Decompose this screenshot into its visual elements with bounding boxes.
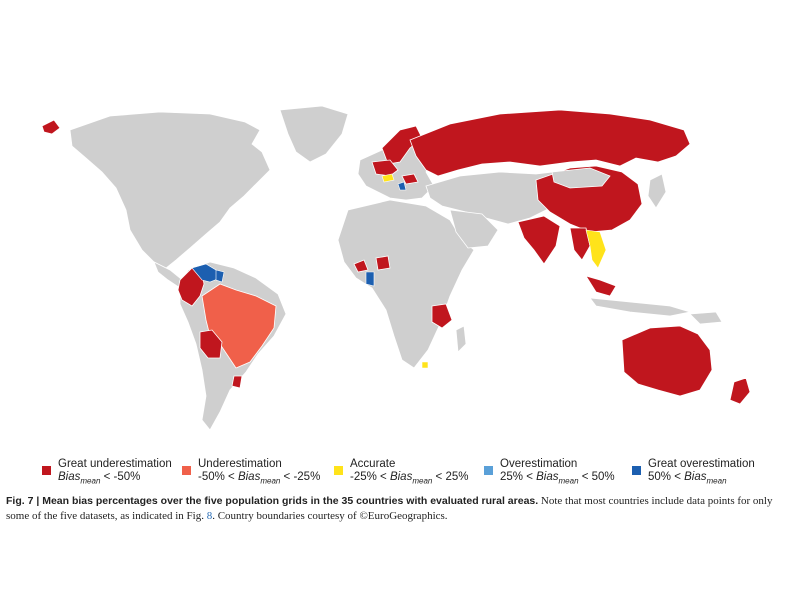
legend-swatch xyxy=(632,466,641,475)
madagascar xyxy=(455,325,467,353)
country-lesotho xyxy=(421,361,429,369)
arabian-peninsula xyxy=(449,209,499,249)
legend-label: Overestimation xyxy=(500,458,578,470)
caption-fig-label: Fig. 7 | Mean bias percentages over the … xyxy=(6,495,539,507)
figure-caption: Fig. 7 | Mean bias percentages over the … xyxy=(6,494,796,524)
japan xyxy=(647,173,667,209)
country-malaysia xyxy=(585,275,617,297)
africa-landmass xyxy=(337,199,475,369)
country-west-africa xyxy=(353,259,369,273)
legend-range: -50% < Biasmean < -25% xyxy=(198,471,321,486)
greenland xyxy=(279,105,349,163)
legend-label: Underestimation xyxy=(198,458,282,470)
legend-swatch xyxy=(182,466,191,475)
country-austria xyxy=(381,173,395,183)
country-serbia xyxy=(397,181,407,191)
legend-swatch xyxy=(42,466,51,475)
legend-label: Great overestimation xyxy=(648,458,755,470)
legend: Great underestimation Biasmean < -50% Un… xyxy=(42,458,782,492)
country-laos-vietnam xyxy=(585,229,607,269)
legend-label: Accurate xyxy=(350,458,396,470)
country-myanmar xyxy=(569,227,591,261)
figure-reference-link[interactable]: 8 xyxy=(206,510,213,522)
country-tanzania xyxy=(431,303,453,329)
country-mongolia xyxy=(551,167,611,189)
legend-range: 50% < Biasmean xyxy=(648,471,727,486)
country-new-zealand xyxy=(729,377,751,405)
indonesia xyxy=(589,297,691,317)
country-guyana xyxy=(215,269,225,283)
legend-swatch xyxy=(334,466,343,475)
country-india xyxy=(517,215,561,265)
caption-text: Note that most countries include data po… xyxy=(6,495,773,522)
country-romania xyxy=(401,173,419,185)
legend-swatch xyxy=(484,466,493,475)
country-iceland-like xyxy=(41,119,61,135)
legend-range: 25% < Biasmean < 50% xyxy=(500,471,615,486)
country-australia xyxy=(621,325,713,397)
legend-label: Great underestimation xyxy=(58,458,172,470)
country-bolivia xyxy=(199,329,223,359)
caption-text-end: . Country boundaries courtesy of ©EuroGe… xyxy=(212,510,448,522)
legend-range: Biasmean < -50% xyxy=(58,471,141,486)
country-ghana xyxy=(365,271,375,287)
country-russia xyxy=(409,109,691,177)
world-map xyxy=(41,105,751,431)
papua-new-guinea xyxy=(689,311,723,325)
country-uruguay xyxy=(231,375,243,389)
country-central-europe xyxy=(371,159,399,177)
north-america-landmass xyxy=(69,111,271,269)
country-nigeria xyxy=(375,255,391,271)
legend-range: -25% < Biasmean < 25% xyxy=(350,471,469,486)
